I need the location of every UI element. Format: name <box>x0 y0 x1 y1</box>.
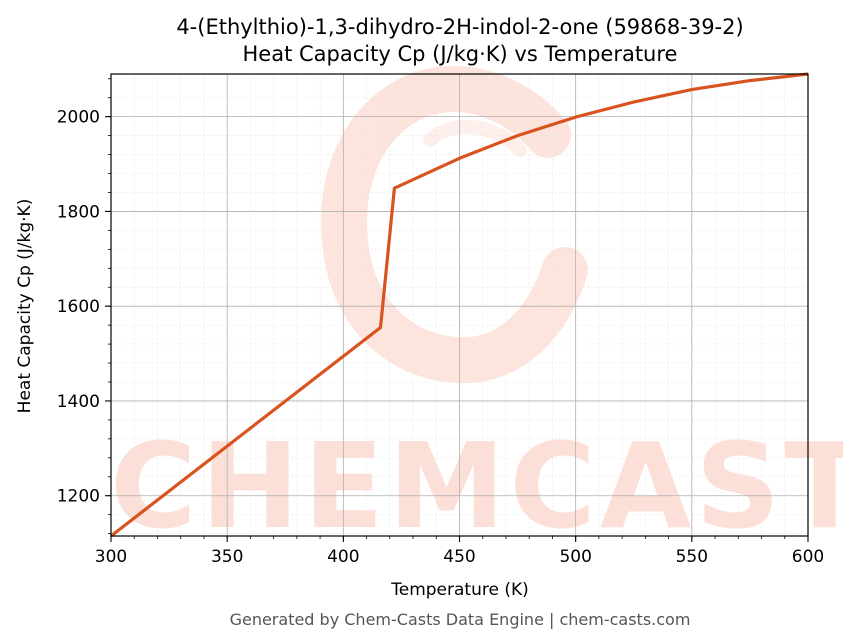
x-tick-label: 350 <box>211 547 243 567</box>
y-tick-label: 2000 <box>57 108 100 128</box>
x-axis-label: Temperature (K) <box>390 580 529 600</box>
series-line <box>110 72 809 538</box>
y-axis: 1200 1400 1600 1800 2000 <box>57 78 111 535</box>
chart-title: 4-(Ethylthio)-1,3-dihydro-2H-indol-2-one… <box>176 15 743 39</box>
y-axis-label: Heat Capacity Cp (J/kg·K) <box>15 199 35 414</box>
footer-text: Generated by Chem-Casts Data Engine | ch… <box>230 610 691 629</box>
y-tick-label: 1200 <box>57 487 100 507</box>
watermark-text: CHEMCASTS <box>110 417 843 555</box>
x-tick-label: 300 <box>95 547 127 567</box>
watermark: CHEMCASTS <box>110 66 843 555</box>
x-tick-label: 600 <box>792 547 824 567</box>
y-tick-label: 1600 <box>57 297 100 317</box>
x-tick-label: 550 <box>676 547 708 567</box>
watermark-logo-icon <box>321 66 588 384</box>
chart-subtitle: Heat Capacity Cp (J/kg·K) vs Temperature <box>243 42 678 66</box>
x-tick-label: 500 <box>559 547 591 567</box>
y-tick-label: 1800 <box>57 202 100 222</box>
x-axis: 300 350 400 450 500 550 600 <box>95 536 824 567</box>
x-tick-label: 400 <box>327 547 359 567</box>
x-tick-label: 450 <box>443 547 475 567</box>
y-tick-label: 1400 <box>57 392 100 412</box>
